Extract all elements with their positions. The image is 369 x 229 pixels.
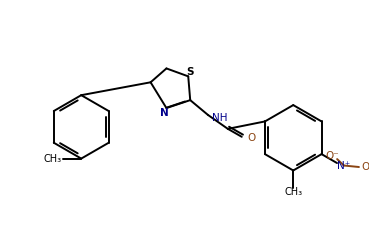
Text: O: O: [362, 162, 369, 172]
Text: O⁻: O⁻: [325, 151, 339, 161]
Text: O: O: [248, 133, 256, 143]
Text: NH: NH: [212, 113, 228, 123]
Text: CH₃: CH₃: [43, 154, 61, 164]
Text: S: S: [186, 67, 194, 77]
Text: CH₃: CH₃: [284, 187, 302, 197]
Text: N⁺: N⁺: [337, 161, 351, 171]
Text: N: N: [160, 108, 169, 118]
